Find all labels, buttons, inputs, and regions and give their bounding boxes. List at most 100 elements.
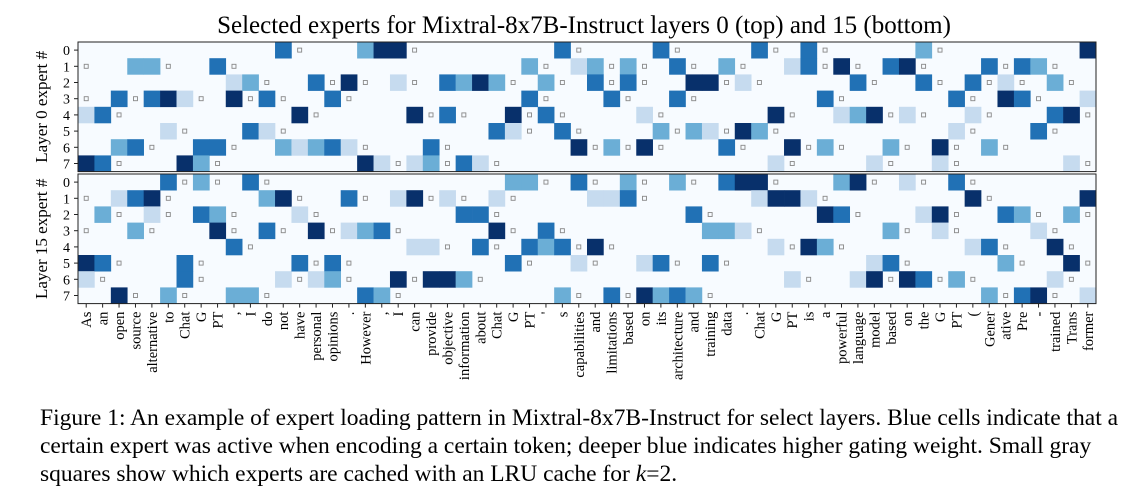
cache-marker: [970, 96, 976, 102]
heatmap-cell: [406, 155, 424, 172]
heatmap-cell: [603, 190, 621, 207]
x-tick-label: Chat: [752, 312, 768, 339]
heatmap-cell: [669, 287, 686, 304]
cache-marker: [986, 80, 992, 85]
heatmap-cell: [866, 106, 883, 124]
heatmap-cell: [948, 90, 965, 108]
heatmap-cell: [751, 174, 768, 191]
heatmap-cell: [307, 222, 325, 240]
heatmap-cell: [915, 271, 933, 288]
heatmap-cell: [587, 58, 604, 75]
heatmap-cell: [866, 271, 883, 288]
cache-marker: [1085, 161, 1091, 166]
cache-marker: [576, 244, 582, 250]
cache-marker: [658, 144, 664, 150]
heatmap-cell: [258, 222, 276, 240]
cache-marker: [527, 112, 532, 118]
cache-marker: [247, 244, 253, 250]
heatmap-cell: [307, 74, 325, 91]
heatmap-cell: [127, 190, 144, 207]
heatmap-cell: [685, 123, 703, 140]
heatmap-cell: [537, 106, 555, 124]
cache-marker: [461, 112, 467, 118]
heatmap-cell: [964, 106, 982, 124]
cache-marker: [904, 144, 910, 150]
cache-marker: [937, 47, 943, 53]
heatmap-cell: [833, 174, 851, 191]
cache-marker: [231, 228, 237, 234]
cache-marker: [625, 144, 631, 150]
cache-marker: [133, 96, 138, 102]
x-tick-label: ': [539, 312, 555, 315]
heatmap-cell: [160, 90, 177, 108]
cache-marker: [937, 276, 943, 282]
x-tick-label: on: [637, 311, 653, 326]
heatmap-cell: [340, 74, 358, 91]
cache-marker: [346, 96, 352, 102]
y-tick-label: 2: [63, 209, 70, 224]
cache-marker: [888, 112, 894, 118]
heatmap-cell: [537, 74, 555, 91]
cache-marker: [116, 212, 122, 217]
heatmap-cell: [587, 238, 604, 256]
heatmap-cell: [455, 155, 473, 172]
x-tick-label: about: [473, 312, 489, 344]
heatmap-cell: [307, 271, 325, 288]
heatmap-cell: [964, 74, 982, 91]
cache-marker: [198, 276, 204, 282]
heatmap-cell: [669, 90, 686, 108]
heatmap-cell: [734, 74, 752, 91]
heatmap-cell: [422, 139, 440, 156]
cache-marker: [839, 144, 844, 150]
heatmap-cell: [504, 106, 522, 124]
cache-marker: [510, 195, 516, 201]
cache-marker: [215, 179, 221, 185]
heatmap-cell: [275, 139, 292, 156]
cache-marker: [83, 96, 89, 102]
heatmap-cell: [373, 42, 391, 59]
heatmap-cell: [718, 58, 736, 75]
cache-marker: [280, 128, 286, 134]
x-tick-label: data: [720, 311, 736, 336]
heatmap-cell: [734, 222, 752, 240]
heatmap-cell: [488, 222, 506, 240]
cache-marker: [149, 144, 155, 150]
heatmap-cell: [258, 90, 276, 108]
cache-marker: [198, 260, 204, 266]
heatmap-cell: [357, 222, 374, 240]
cache-marker: [494, 161, 500, 166]
heatmap-cell: [1063, 155, 1080, 172]
cache-marker: [609, 80, 615, 85]
heatmap-cell: [78, 255, 95, 272]
heatmap-cell: [800, 58, 818, 75]
heatmap-cell: [800, 238, 818, 256]
heatmap-cell: [833, 58, 851, 75]
x-tick-label: and: [588, 311, 604, 333]
cache-marker: [724, 128, 730, 134]
cache-marker: [395, 228, 401, 234]
heatmap-cell: [324, 139, 342, 156]
cache-marker: [330, 80, 335, 85]
caption-k: k: [635, 461, 647, 487]
x-tick-label: have: [293, 312, 309, 339]
heatmap-cell: [521, 58, 539, 75]
heatmap-cell: [554, 238, 571, 256]
heatmap-cell: [849, 174, 867, 191]
cache-marker: [806, 144, 812, 150]
x-tick-label: I: [391, 311, 407, 316]
x-tick-label: language: [851, 312, 867, 364]
cache-marker: [953, 228, 959, 234]
x-tick-label: ,: [375, 312, 391, 316]
heatmap-cell: [225, 287, 243, 304]
heatmap-cell: [422, 238, 440, 256]
cache-marker: [822, 63, 828, 69]
cache-marker: [477, 276, 483, 282]
heatmap-cell: [619, 58, 637, 75]
heatmap-cell: [373, 222, 391, 240]
heatmap-cell: [488, 123, 506, 140]
heatmap-cell: [340, 190, 358, 207]
heatmap-cell: [619, 74, 637, 91]
heatmap-cell: [603, 90, 621, 108]
x-tick-label: PT: [785, 311, 801, 328]
